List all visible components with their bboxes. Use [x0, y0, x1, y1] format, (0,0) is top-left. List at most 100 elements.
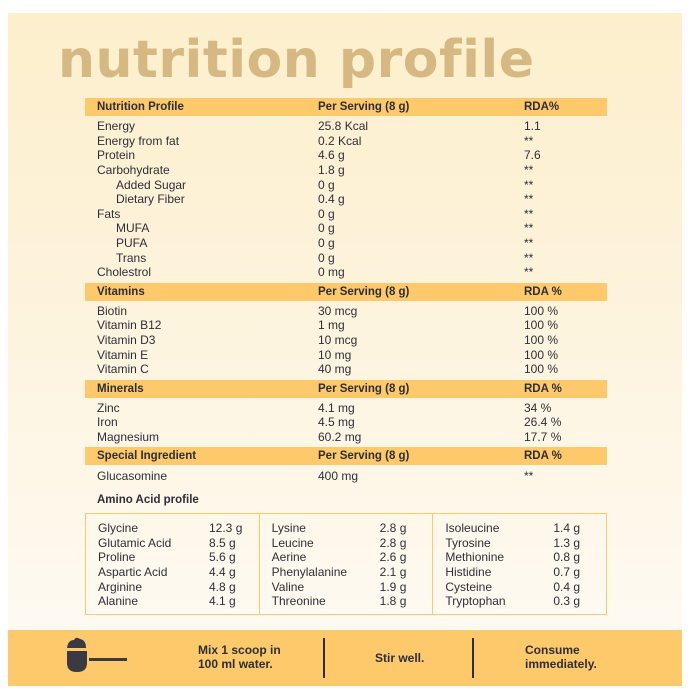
- per-serving: 40 mg: [318, 362, 352, 377]
- rda: **: [524, 192, 534, 207]
- header-cell: Per Serving (8 g): [318, 450, 410, 463]
- amino-row: Lysine 2.8 g: [272, 521, 433, 536]
- amino-row: Glycine 12.3 g: [98, 521, 259, 536]
- table-row: Dietary Fiber 0.4 g **: [85, 192, 607, 207]
- amino-value: 2.6 g: [379, 550, 407, 565]
- table-row: Added Sugar 0 g **: [85, 177, 607, 192]
- table-row: Magnesium 60.2 mg 17.7 %: [85, 430, 607, 445]
- amino-name: Cysteine: [445, 579, 493, 594]
- rda: 7.6: [524, 148, 541, 163]
- per-serving: 10 mg: [318, 347, 352, 362]
- nutrient-name: Trans: [116, 250, 147, 265]
- rda: 100 %: [524, 362, 559, 377]
- amino-value: 4.1 g: [209, 594, 236, 609]
- header-cell: Per Serving (8 g): [318, 101, 410, 113]
- amino-row: Threonine 1.8 g: [272, 594, 433, 609]
- amino-name: Tyrosine: [445, 535, 491, 550]
- section-header: Nutrition Profile Per Serving (8 g) RDA%: [85, 98, 607, 116]
- amino-name: Valine: [271, 579, 305, 594]
- nutrient-name: Energy from fat: [97, 133, 180, 148]
- scoop-icon: [67, 637, 127, 672]
- amino-name: Glutamic Acid: [98, 535, 172, 550]
- rda: **: [524, 265, 534, 280]
- nutrient-name: Iron: [97, 415, 118, 430]
- amino-value: 2.1 g: [379, 565, 407, 580]
- table-row: Energy 25.8 Kcal 1.1: [85, 119, 607, 134]
- rda: 100 %: [524, 347, 559, 362]
- amino-row: Methionine 0.8 g: [445, 550, 606, 565]
- nutrient-name: Energy: [97, 119, 136, 134]
- table-row: PUFA 0 g **: [85, 236, 607, 251]
- nutrient-name: Vitamin C: [97, 362, 149, 377]
- nutrient-name: Glucasomine: [97, 468, 168, 483]
- amino-value: 0.7 g: [553, 565, 581, 580]
- nutrition-table: Nutrition Profile Per Serving (8 g) RDA% En…: [85, 98, 607, 483]
- header-cell: RDA %: [524, 450, 562, 463]
- nutrient-name: Carbohydrate: [97, 163, 170, 178]
- rda: 100 %: [524, 318, 559, 333]
- amino-row: Aerine 2.6 g: [272, 550, 433, 565]
- per-serving: 30 mcg: [318, 303, 358, 318]
- nutrient-name: Vitamin D3: [97, 333, 156, 348]
- amino-name: Alanine: [98, 594, 139, 609]
- amino-row: Leucine 2.8 g: [272, 536, 433, 551]
- nutrient-name: Zinc: [97, 400, 120, 415]
- nutrient-name: Vitamin E: [97, 347, 149, 362]
- per-serving: 10 mcg: [318, 333, 358, 348]
- page-title: nutrition profile: [58, 30, 535, 90]
- per-serving: 1.8 g: [318, 163, 345, 178]
- amino-row: Proline 5.6 g: [98, 550, 259, 565]
- amino-name: Aerine: [271, 550, 307, 565]
- amino-column: Lysine 2.8 g Leucine 2.8 g Aerine 2.6 g Phenyl…: [260, 514, 434, 614]
- amino-row: Aspartic Acid 4.4 g: [98, 565, 259, 580]
- table-row: Vitamin B12 1 mg 100 %: [85, 318, 607, 333]
- per-serving: 0 mg: [318, 265, 345, 280]
- amino-row: Glutamic Acid 8.5 g: [98, 536, 259, 551]
- header-cell: Per Serving (8 g): [318, 382, 410, 395]
- nutrient-name: Biotin: [97, 303, 128, 318]
- per-serving: 0 g: [318, 236, 335, 251]
- amino-value: 1.3 g: [553, 535, 581, 550]
- amino-name: Threonine: [271, 594, 326, 609]
- amino-value: 1.8 g: [379, 594, 407, 609]
- amino-column: Glycine 12.3 g Glutamic Acid 8.5 g Proline 5.…: [86, 514, 260, 614]
- header-cell: RDA %: [524, 382, 562, 395]
- divider: [472, 638, 474, 678]
- amino-value: 4.8 g: [209, 579, 236, 594]
- amino-title: Amino Acid profile: [97, 494, 199, 506]
- per-serving: 4.5 mg: [318, 415, 355, 430]
- per-serving: 1 mg: [318, 318, 345, 333]
- step-mix: Mix 1 scoop in 100 ml water.: [198, 643, 281, 671]
- table-row: Vitamin D3 10 mcg 100 %: [85, 333, 607, 348]
- amino-row: Tryptophan 0.3 g: [445, 594, 606, 609]
- amino-value: 2.8 g: [379, 521, 407, 536]
- rda: **: [524, 468, 534, 483]
- amino-row: Histidine 0.7 g: [445, 565, 606, 580]
- section-header: Special Ingredient Per Serving (8 g) RDA %: [85, 447, 607, 466]
- amino-value: 0.3 g: [553, 594, 581, 609]
- amino-column: Isoleucine 1.4 g Tyrosine 1.3 g Methionine 0.…: [433, 514, 606, 614]
- amino-row: Arginine 4.8 g: [98, 579, 259, 594]
- header-cell: Nutrition Profile: [97, 101, 184, 113]
- amino-row: Tyrosine 1.3 g: [445, 536, 606, 551]
- amino-row: Alanine 4.1 g: [98, 594, 259, 609]
- table-row: Glucasomine 400 mg **: [85, 468, 607, 483]
- amino-row: Valine 1.9 g: [272, 579, 433, 594]
- step-mix-line1: Mix 1 scoop in: [198, 643, 281, 657]
- table-row: Iron 4.5 mg 26.4 %: [85, 415, 607, 430]
- amino-name: Proline: [98, 550, 136, 565]
- amino-value: 12.3 g: [209, 521, 243, 536]
- amino-name: Lysine: [271, 521, 306, 536]
- per-serving: 0.2 Kcal: [318, 133, 362, 148]
- per-serving: 0 g: [318, 206, 335, 221]
- per-serving: 60.2 mg: [318, 429, 362, 444]
- rda: **: [524, 250, 534, 265]
- table-row: Vitamin C 40 mg 100 %: [85, 362, 607, 377]
- step-consume: Consume immediately.: [525, 643, 597, 671]
- per-serving: 4.1 mg: [318, 400, 355, 415]
- rda: **: [524, 221, 534, 236]
- nutrient-name: Cholestrol: [97, 265, 152, 280]
- header-cell: Per Serving (8 g): [318, 285, 410, 298]
- step-consume-line1: Consume: [525, 643, 580, 657]
- amino-row: Cysteine 0.4 g: [445, 579, 606, 594]
